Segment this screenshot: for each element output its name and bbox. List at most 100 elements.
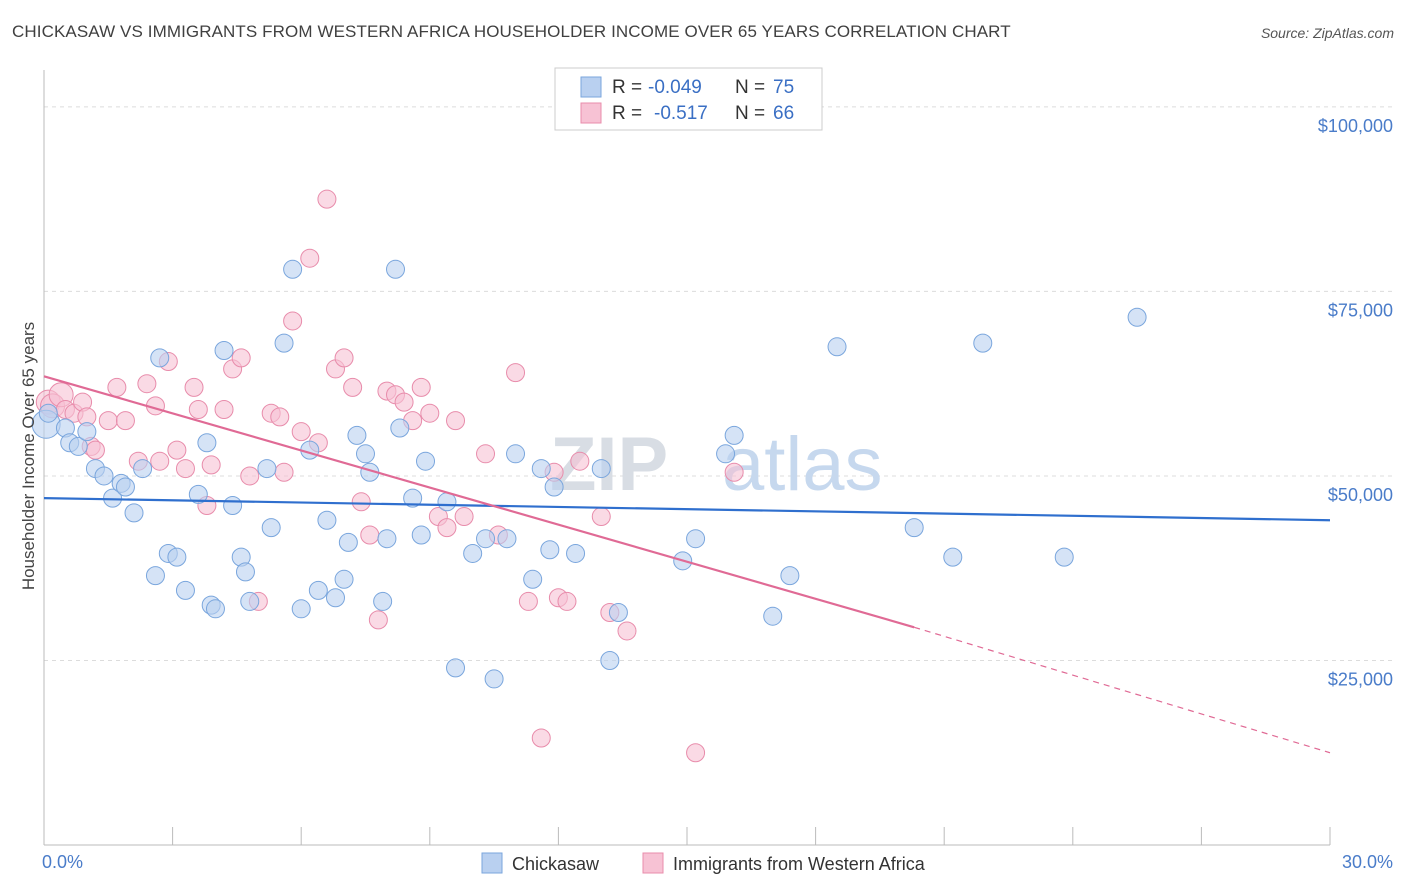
point-immigrants-25 (231, 348, 251, 368)
series-legend-label-chickasaw: Chickasaw (512, 854, 600, 874)
y-tick-label-3: $100,000 (1318, 116, 1393, 136)
trend-lines (43, 375, 1331, 754)
point-chickasaw-25 (235, 562, 255, 582)
point-chickasaw-57 (540, 540, 560, 560)
point-chickasaw-21 (205, 599, 225, 619)
point-chickasaw-61 (600, 650, 620, 670)
point-chickasaw-19 (197, 433, 217, 453)
point-chickasaw-47 (416, 451, 436, 471)
point-immigrants-56 (531, 728, 551, 748)
legend-r-value-2: -0.517 (654, 103, 708, 124)
point-chickasaw-69 (827, 337, 847, 357)
y-tick-label-1: $50,000 (1328, 485, 1393, 505)
point-chickasaw-27 (257, 459, 277, 479)
point-chickasaw-36 (334, 569, 354, 589)
point-chickasaw-50 (463, 543, 483, 563)
legend-n-value-2: 66 (773, 103, 794, 124)
point-chickasaw-55 (523, 569, 543, 589)
point-immigrants-11 (115, 411, 135, 431)
point-immigrants-58 (557, 591, 577, 611)
legend-n-label-2: N = (735, 103, 765, 124)
point-chickasaw-22 (214, 340, 234, 360)
point-chickasaw-56 (531, 459, 551, 479)
point-chickasaw-33 (308, 580, 328, 600)
point-chickasaw-10 (115, 477, 135, 497)
point-immigrants-39 (351, 492, 371, 512)
point-immigrants-60 (591, 507, 611, 527)
point-immigrants-22 (201, 455, 221, 475)
point-immigrants-55 (518, 591, 538, 611)
y-tick-label-2: $75,000 (1328, 300, 1393, 320)
point-chickasaw-39 (356, 444, 375, 464)
point-chickasaw-45 (403, 488, 423, 508)
point-immigrants-63 (686, 743, 706, 763)
point-chickasaw-5 (77, 422, 97, 442)
point-chickasaw-70 (904, 518, 924, 538)
point-chickasaw-54 (506, 444, 526, 464)
axes (43, 70, 1331, 846)
point-immigrants-44 (394, 392, 414, 412)
point-immigrants-19 (184, 377, 204, 397)
point-immigrants-52 (476, 444, 496, 464)
point-chickasaw-12 (133, 459, 153, 479)
point-immigrants-51 (454, 507, 474, 527)
point-chickasaw-43 (386, 259, 406, 279)
point-immigrants-23 (214, 400, 234, 420)
point-chickasaw-73 (1054, 547, 1074, 567)
point-immigrants-30 (274, 462, 294, 482)
point-chickasaw-41 (373, 591, 393, 611)
series-legend: Chickasaw Immigrants from Western Africa (481, 852, 926, 874)
point-chickasaw-38 (347, 425, 367, 445)
y-tick-label-0: $25,000 (1328, 669, 1393, 689)
legend-n-label-1: N = (735, 77, 765, 98)
x-tick-label-max: 30.0% (1342, 852, 1393, 872)
point-chickasaw-52 (484, 669, 504, 689)
watermark-atlas: atlas (722, 422, 883, 507)
trend-line-chickasaw (43, 496, 1331, 522)
point-immigrants-41 (368, 610, 388, 630)
point-immigrants-18 (175, 459, 195, 479)
point-immigrants-37 (334, 348, 354, 368)
legend-swatch-immigrants (580, 102, 602, 124)
legend-r-label-2: R = (612, 103, 642, 124)
point-chickasaw-26 (240, 591, 260, 611)
point-chickasaw-71 (943, 547, 963, 567)
point-chickasaw-51 (476, 529, 496, 549)
point-immigrants-62 (617, 621, 637, 641)
chart-source: Source: ZipAtlas.com (1260, 25, 1394, 41)
point-immigrants-32 (291, 422, 311, 442)
point-chickasaw-4 (68, 436, 88, 456)
point-immigrants-33 (300, 248, 320, 268)
series-legend-swatch-immigrants (642, 852, 664, 874)
point-chickasaw-28 (261, 518, 281, 538)
point-chickasaw-46 (411, 525, 431, 545)
point-chickasaw-66 (724, 425, 744, 445)
trend-line-immigrants (43, 375, 915, 629)
point-chickasaw-65 (716, 444, 736, 464)
point-chickasaw-16 (167, 547, 187, 567)
point-immigrants-49 (437, 518, 457, 538)
point-chickasaw-29 (274, 333, 294, 353)
y-tick-labels: $25,000 $50,000 $75,000 $100,000 (1318, 116, 1393, 690)
point-immigrants-29 (270, 407, 290, 427)
point-immigrants-17 (167, 440, 187, 460)
point-chickasaw-18 (188, 484, 208, 504)
point-chickasaw-23 (223, 495, 243, 515)
point-immigrants-10 (107, 377, 127, 397)
point-immigrants-31 (283, 311, 303, 331)
series-legend-swatch-chickasaw (481, 852, 503, 874)
x-tick-label-min: 0.0% (42, 852, 83, 872)
point-chickasaw-14 (150, 348, 170, 368)
data-points (31, 189, 1147, 763)
point-immigrants-38 (343, 377, 363, 397)
point-chickasaw-35 (325, 588, 345, 608)
point-immigrants-50 (446, 411, 466, 431)
point-chickasaw-44 (390, 418, 410, 438)
point-chickasaw-68 (780, 566, 800, 586)
y-axis-label: Householder Income Over 65 years (19, 322, 38, 590)
point-chickasaw-42 (377, 529, 397, 549)
point-chickasaw-72 (973, 333, 993, 353)
point-chickasaw-37 (338, 532, 358, 552)
chart-title: CHICKASAW VS IMMIGRANTS FROM WESTERN AFR… (12, 22, 1011, 41)
series-legend-label-immigrants: Immigrants from Western Africa (673, 854, 926, 874)
